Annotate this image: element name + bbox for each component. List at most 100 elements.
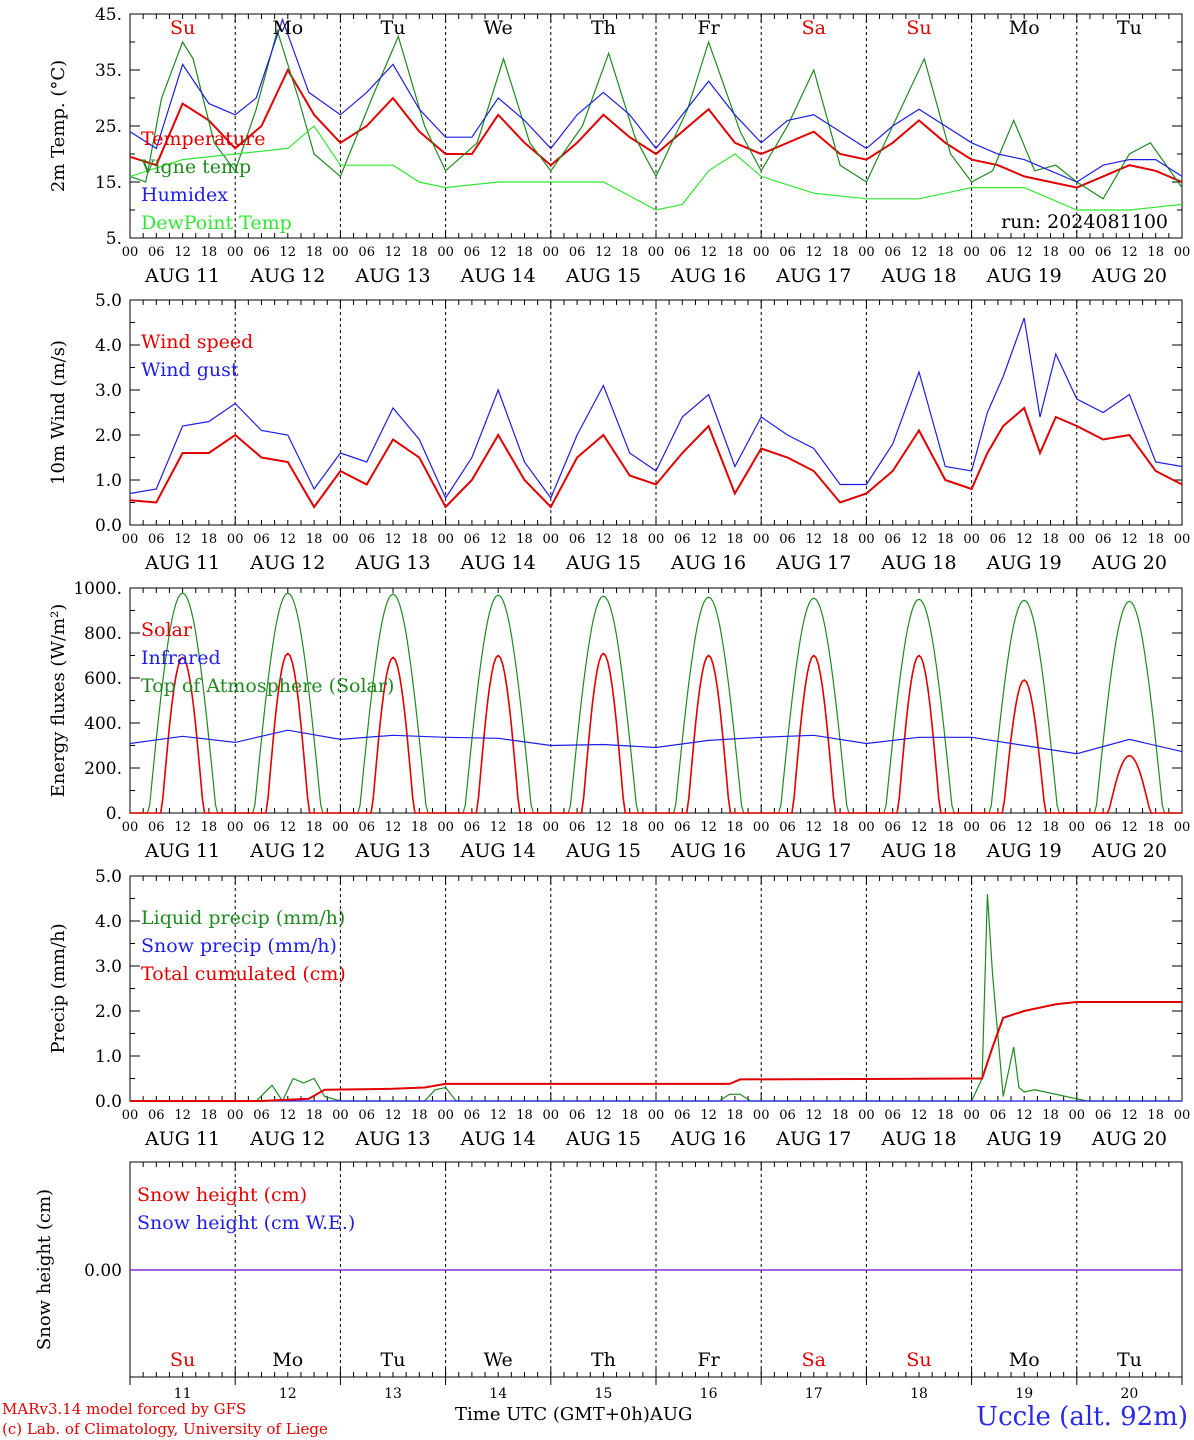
month-label: AUG: [649, 1404, 693, 1425]
hour-tick-label: 06: [1095, 1108, 1112, 1123]
day-label: AUG 18: [880, 840, 956, 862]
series-infrared: [129, 729, 1183, 755]
hour-tick-label: 18: [306, 1108, 323, 1123]
hour-tick-label: 12: [806, 820, 823, 835]
weekday-label: Tu: [381, 1349, 406, 1371]
hour-tick-label: 12: [174, 532, 191, 547]
hour-tick-label: 00: [858, 820, 875, 835]
hour-tick-label: 12: [911, 245, 928, 260]
day-label: AUG 12: [249, 265, 325, 287]
hour-tick-label: 18: [621, 1108, 638, 1123]
hour-tick-label: 18: [1147, 1108, 1164, 1123]
y-tick-label: 45.: [95, 5, 122, 25]
hour-tick-label: 12: [911, 820, 928, 835]
day-label: AUG 19: [986, 552, 1062, 574]
hour-tick-label: 18: [1147, 532, 1164, 547]
weekday-label: We: [484, 17, 513, 39]
day-label: AUG 12: [249, 552, 325, 574]
hour-tick-label: 12: [595, 1108, 612, 1123]
panel-0-frame: [129, 13, 1183, 239]
hour-tick-label: 06: [674, 245, 691, 260]
day-label: AUG 18: [880, 552, 956, 574]
hour-tick-label: 18: [1042, 1108, 1059, 1123]
y-tick-label: 0.: [106, 804, 122, 824]
hour-tick-label: 18: [516, 1108, 533, 1123]
legend-entry: Top of Atmosphere (Solar): [141, 675, 394, 697]
hour-tick-label: 06: [990, 245, 1007, 260]
hour-tick-label: 12: [806, 532, 823, 547]
hour-tick-label: 18: [832, 820, 849, 835]
weekday-label: Fr: [697, 17, 720, 39]
day-number-label: 17: [805, 1386, 823, 1402]
y-tick-label: 1.0: [95, 471, 122, 491]
hour-tick-label: 06: [884, 820, 901, 835]
day-label: AUG 16: [670, 265, 746, 287]
day-label: AUG 12: [249, 1128, 325, 1150]
day-label: AUG 12: [249, 840, 325, 862]
weekday-label: Fr: [697, 1349, 720, 1371]
legend-entry: Infrared: [141, 647, 221, 669]
legend-entry: Snow height (cm): [137, 1184, 307, 1206]
series-wind-gust: [129, 317, 1183, 500]
hour-tick-label: 00: [543, 532, 560, 547]
hour-tick-label: 00: [753, 820, 770, 835]
day-label: AUG 19: [986, 1128, 1062, 1150]
y-tick-label: 0.0: [95, 1092, 122, 1112]
hour-tick-label: 00: [963, 820, 980, 835]
hour-tick-label: 18: [1042, 532, 1059, 547]
weekday-label: Th: [591, 1349, 616, 1371]
hour-tick-label: 00: [1174, 820, 1191, 835]
hour-tick-label: 00: [1174, 245, 1191, 260]
day-label: AUG 14: [460, 265, 536, 287]
hour-tick-label: 12: [280, 820, 297, 835]
hour-tick-label: 00: [543, 1108, 560, 1123]
hour-tick-label: 18: [1147, 820, 1164, 835]
hour-tick-label: 06: [464, 820, 481, 835]
hour-tick-label: 18: [621, 532, 638, 547]
hour-tick-label: 00: [858, 245, 875, 260]
legend-entry: Liquid precip (mm/h): [141, 907, 345, 929]
y-tick-label: 400.: [84, 714, 122, 734]
day-number-label: 15: [594, 1386, 612, 1402]
day-label: AUG 14: [460, 1128, 536, 1150]
legend-entry: Vigne temp: [140, 156, 251, 178]
day-label: AUG 18: [880, 265, 956, 287]
hour-tick-label: 00: [543, 245, 560, 260]
y-tick-label: 0.00: [84, 1261, 122, 1281]
hour-tick-label: 00: [753, 532, 770, 547]
hour-tick-label: 12: [911, 1108, 928, 1123]
weekday-label: Mo: [1009, 17, 1040, 39]
hour-tick-label: 06: [779, 1108, 796, 1123]
weekday-label: Tu: [381, 17, 406, 39]
hour-tick-label: 18: [516, 532, 533, 547]
series-solar: [130, 652, 1182, 814]
y-tick-label: 800.: [84, 624, 122, 644]
day-label: AUG 11: [144, 552, 220, 574]
hour-tick-label: 00: [648, 245, 665, 260]
day-number-label: 18: [910, 1386, 928, 1402]
day-label: AUG 14: [460, 840, 536, 862]
hour-tick-label: 06: [779, 532, 796, 547]
hour-tick-label: 00: [1174, 532, 1191, 547]
hour-tick-label: 00: [543, 820, 560, 835]
day-number-label: 11: [174, 1386, 192, 1402]
hour-tick-label: 12: [1016, 245, 1033, 260]
hour-tick-label: 06: [990, 1108, 1007, 1123]
y-tick-label: 25.: [95, 117, 122, 137]
hour-tick-label: 00: [963, 1108, 980, 1123]
hour-tick-label: 06: [990, 820, 1007, 835]
hour-tick-label: 06: [358, 820, 375, 835]
hour-tick-label: 00: [648, 532, 665, 547]
hour-tick-label: 00: [963, 245, 980, 260]
hour-tick-label: 18: [937, 532, 954, 547]
hour-tick-label: 06: [569, 245, 586, 260]
hour-tick-label: 00: [753, 245, 770, 260]
weekday-label: Mo: [272, 17, 303, 39]
hour-tick-label: 06: [464, 532, 481, 547]
day-label: AUG 15: [565, 552, 641, 574]
day-label: AUG 13: [354, 840, 430, 862]
y-tick-label: 3.0: [95, 381, 122, 401]
hour-tick-label: 06: [1095, 532, 1112, 547]
weekday-label: Su: [170, 1349, 195, 1371]
